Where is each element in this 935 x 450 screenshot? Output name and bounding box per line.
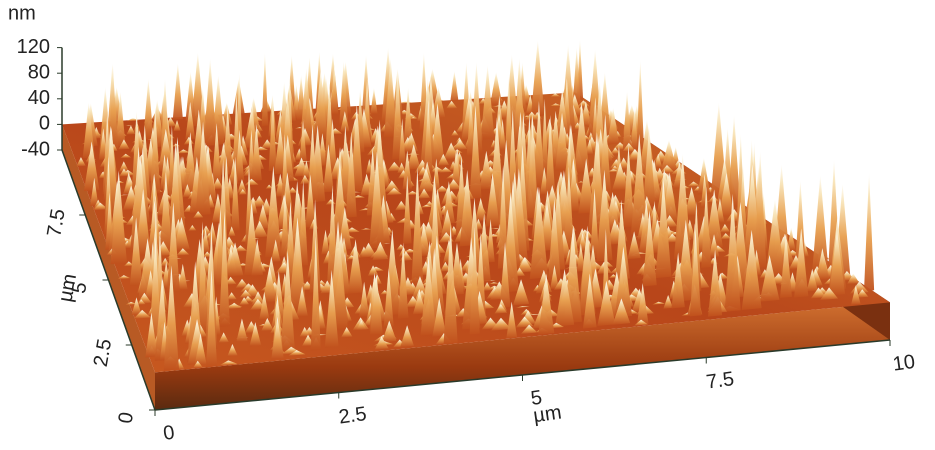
- z-tick-label: 40: [28, 87, 50, 109]
- surface: [62, 39, 890, 410]
- x-tick-label: 2.5: [337, 403, 368, 429]
- surface-texture: [204, 58, 217, 146]
- z-tick-label: 80: [28, 61, 50, 83]
- z-tick-label: -40: [21, 138, 50, 160]
- x-tick-label: 0: [162, 422, 176, 445]
- z-tick-label: 0: [39, 113, 50, 135]
- y-tick-label: 0: [114, 410, 138, 425]
- surface-texture: [173, 63, 183, 120]
- y-tick-label: 7.5: [43, 207, 69, 238]
- surface-texture: [262, 52, 268, 126]
- surface-texture: [531, 40, 545, 117]
- y-tick-label: 2.5: [90, 337, 116, 368]
- x-tick-label: 10: [891, 351, 916, 376]
- surface-texture: [450, 71, 458, 102]
- z-tick-label: 120: [17, 36, 50, 58]
- surface-texture: [370, 87, 377, 114]
- surface-texture: [490, 72, 502, 106]
- chart: -400408012002.557.510µm02.557.5µm nm: [0, 0, 935, 450]
- x-axis-label: µm: [532, 401, 563, 427]
- surface-texture: [864, 172, 874, 291]
- y-axis-label: µm: [55, 272, 82, 304]
- z-axis-label: nm: [8, 2, 36, 24]
- surface-texture: [812, 175, 829, 273]
- x-tick-label: 7.5: [705, 368, 736, 394]
- surface-texture: [637, 59, 644, 149]
